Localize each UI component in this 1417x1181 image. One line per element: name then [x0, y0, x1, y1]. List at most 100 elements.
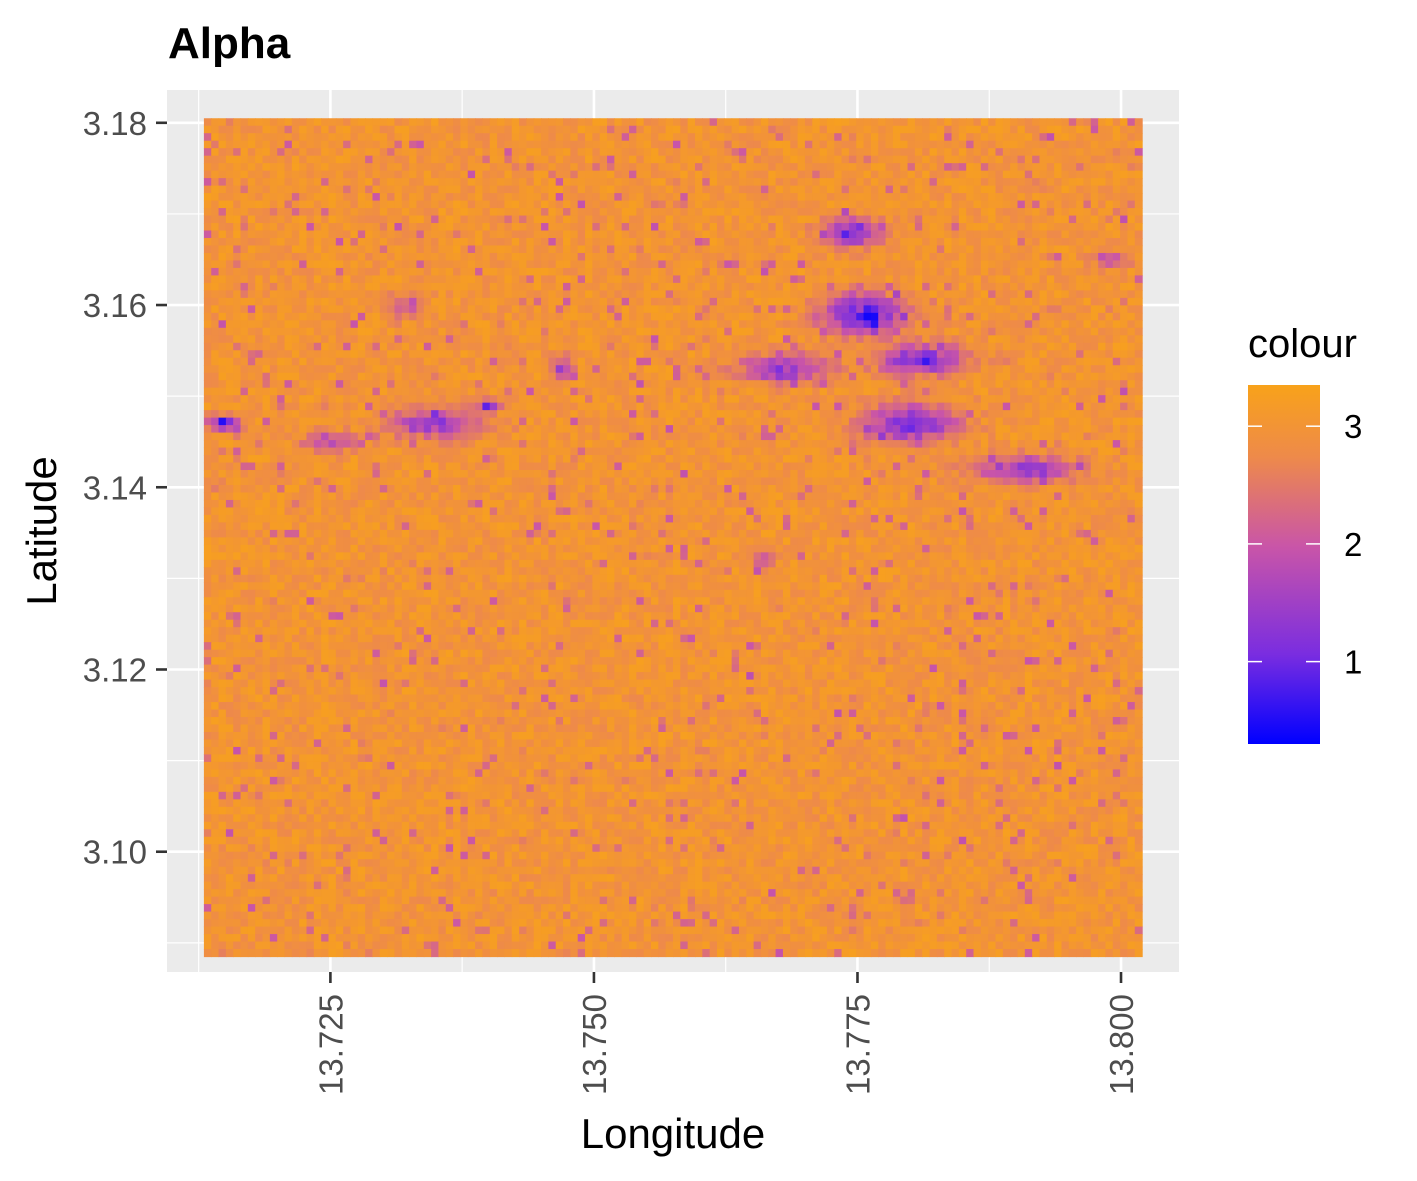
- heatmap-cell: [856, 155, 865, 164]
- heatmap-cell: [863, 260, 872, 269]
- heatmap-cell: [929, 282, 938, 291]
- heatmap-cell: [621, 118, 630, 127]
- heatmap-cell: [365, 178, 374, 187]
- heatmap-cell: [1098, 163, 1107, 172]
- heatmap-cell: [262, 125, 271, 134]
- heatmap-cell: [299, 350, 308, 359]
- heatmap-cell: [658, 320, 667, 329]
- heatmap-cell: [614, 380, 623, 389]
- heatmap-cell: [980, 335, 989, 344]
- heatmap-cell: [914, 252, 923, 262]
- heatmap-cell: [658, 230, 667, 239]
- heatmap-cell: [563, 402, 571, 411]
- heatmap-cell: [533, 282, 542, 291]
- heatmap-cell: [760, 260, 769, 269]
- heatmap-cell: [936, 200, 945, 209]
- heatmap-cell: [702, 380, 711, 389]
- heatmap-cell: [423, 342, 432, 351]
- heatmap-cell: [1002, 260, 1011, 269]
- heatmap-cell: [504, 238, 513, 247]
- heatmap-cell: [592, 208, 601, 217]
- heatmap-cell: [966, 170, 975, 179]
- heatmap-cell: [284, 245, 293, 254]
- heatmap-cell: [753, 357, 762, 366]
- heatmap-cell: [247, 133, 256, 142]
- heatmap-cell: [607, 350, 615, 359]
- heatmap-cell: [958, 238, 967, 247]
- heatmap-cell: [240, 230, 249, 239]
- heatmap-cell: [211, 252, 220, 262]
- heatmap-cell: [936, 260, 945, 269]
- heatmap-cell: [797, 267, 806, 277]
- heatmap-cell: [790, 275, 799, 284]
- heatmap-cell: [372, 387, 381, 396]
- heatmap-cell: [409, 335, 418, 344]
- heatmap-cell: [203, 125, 212, 134]
- heatmap-cell: [768, 282, 777, 291]
- heatmap-cell: [365, 163, 374, 172]
- heatmap-cell: [614, 327, 623, 336]
- heatmap-cell: [826, 133, 835, 142]
- heatmap-cell: [277, 208, 286, 217]
- heatmap-cell: [599, 170, 608, 179]
- heatmap-cell: [489, 260, 498, 269]
- heatmap-cell: [870, 200, 879, 209]
- heatmap-cell: [599, 215, 608, 224]
- heatmap-cell: [379, 252, 388, 262]
- heatmap-cell: [716, 215, 725, 224]
- heatmap-cell: [269, 200, 278, 209]
- heatmap-cell: [621, 260, 630, 269]
- heatmap-cell: [599, 223, 608, 232]
- heatmap-cell: [511, 290, 520, 299]
- heatmap-cell: [541, 245, 549, 254]
- heatmap-cell: [1010, 223, 1019, 232]
- heatmap-cell: [387, 305, 396, 314]
- heatmap-cell: [299, 200, 308, 209]
- heatmap-cell: [1061, 178, 1070, 187]
- heatmap-cell: [995, 185, 1004, 194]
- heatmap-cell: [1061, 380, 1070, 389]
- heatmap-cell: [863, 252, 872, 262]
- heatmap-cell: [1002, 342, 1011, 351]
- heatmap-cell: [680, 320, 689, 329]
- heatmap-cell: [724, 245, 733, 254]
- heatmap-cell: [643, 230, 652, 239]
- heatmap-cell: [665, 260, 674, 269]
- heatmap-cell: [585, 193, 593, 202]
- heatmap-cell: [804, 350, 813, 359]
- heatmap-cell: [687, 290, 696, 299]
- heatmap-cell: [797, 395, 806, 404]
- heatmap-cell: [1127, 387, 1136, 396]
- heatmap-cell: [841, 252, 850, 262]
- heatmap-cell: [629, 275, 637, 284]
- heatmap-cell: [577, 267, 586, 277]
- heatmap-cell: [760, 245, 769, 254]
- heatmap-cell: [680, 178, 689, 187]
- heatmap-cell: [519, 260, 528, 269]
- heatmap-cell: [629, 252, 637, 262]
- heatmap-cell: [1090, 133, 1099, 142]
- heatmap-cell: [321, 170, 330, 179]
- heatmap-cell: [995, 200, 1004, 209]
- heatmap-cell: [379, 305, 388, 314]
- heatmap-cell: [599, 178, 608, 187]
- heatmap-cell: [614, 185, 623, 194]
- heatmap-cell: [665, 223, 674, 232]
- heatmap-cell: [819, 402, 828, 411]
- heatmap-cell: [313, 125, 322, 134]
- heatmap-cell: [1120, 148, 1129, 157]
- heatmap-cell: [255, 245, 264, 254]
- heatmap-cell: [548, 245, 557, 254]
- heatmap-cell: [306, 140, 315, 149]
- heatmap-cell: [1002, 140, 1011, 149]
- heatmap-cell: [966, 350, 975, 359]
- heatmap-cell: [724, 118, 733, 127]
- heatmap-cell: [680, 200, 689, 209]
- heatmap-cell: [922, 387, 931, 396]
- heatmap-cell: [804, 148, 813, 157]
- heatmap-cell: [592, 305, 601, 314]
- heatmap-cell: [387, 282, 396, 291]
- heatmap-cell: [233, 395, 242, 404]
- heatmap-cell: [475, 297, 484, 306]
- heatmap-cell: [790, 282, 799, 291]
